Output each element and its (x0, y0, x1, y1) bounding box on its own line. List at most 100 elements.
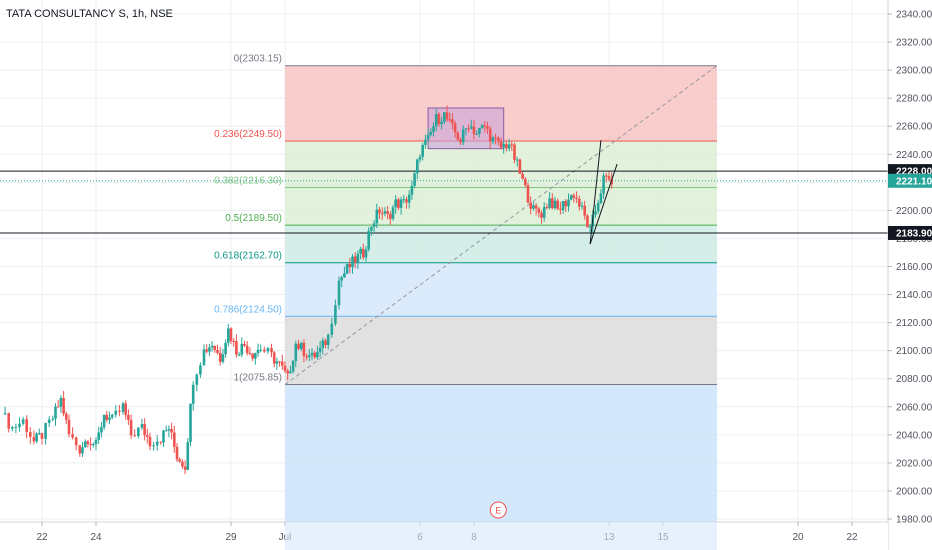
candle-body (100, 427, 103, 433)
candle-body (356, 253, 360, 263)
candle-body (94, 439, 98, 445)
candle-body (594, 211, 597, 215)
candle-body (596, 202, 600, 212)
price-tick-label: 2020.00 (896, 458, 932, 469)
candle-body (243, 343, 246, 346)
candle-body (553, 200, 557, 209)
candle-body (564, 201, 568, 207)
candle-body (38, 433, 41, 435)
candle-body (421, 144, 424, 157)
candle-body (229, 328, 233, 342)
candle-body (588, 226, 592, 228)
candle-body (351, 256, 354, 268)
time-tick-label: 20 (792, 532, 804, 543)
candle-body (21, 419, 25, 424)
candle-body (191, 384, 195, 404)
candle-body (499, 141, 503, 148)
fib-level-label: 1(2075.85) (234, 373, 282, 384)
price-tick-label: 2200.00 (896, 206, 932, 217)
candle-body (59, 397, 63, 407)
price-line-label: 2183.90 (896, 228, 932, 239)
candle-body (173, 432, 176, 447)
candle-body (54, 406, 57, 419)
candle-body (488, 128, 492, 142)
candle-body (405, 199, 408, 203)
price-tick-label: 2140.00 (896, 290, 932, 301)
candle-body (71, 434, 74, 438)
candle-body (221, 354, 225, 362)
price-tick-label: 2000.00 (896, 486, 932, 497)
candle-body (67, 419, 71, 435)
candle-body (391, 207, 395, 219)
candle-body (97, 432, 100, 440)
candle-body (513, 144, 516, 160)
candle-body (534, 205, 538, 209)
candle-body (316, 352, 319, 358)
candle-body (121, 403, 125, 412)
candle-body (199, 365, 202, 375)
candle-body (181, 461, 184, 467)
candle-body (159, 441, 163, 443)
fib-level-label: 0.382(2216.30) (214, 176, 282, 187)
candle-body (32, 436, 36, 442)
candle-body (105, 414, 109, 420)
candle-body (118, 410, 121, 412)
fib-level-label: 0.786(2124.50) (214, 304, 282, 315)
candle-body (505, 144, 508, 149)
candle-body (148, 436, 152, 447)
candle-body (426, 134, 430, 140)
candle-body (334, 305, 337, 324)
price-tick-label: 2260.00 (896, 122, 932, 133)
candle-body (133, 435, 136, 437)
candle-body (372, 223, 376, 227)
candle-body (605, 175, 608, 177)
candle-body (394, 199, 397, 208)
price-tick-label: 2100.00 (896, 346, 932, 357)
candle-body (318, 347, 322, 353)
candle-body (464, 128, 468, 130)
candle-body (175, 446, 179, 460)
price-tick-label: 2160.00 (896, 262, 932, 273)
candle-body (497, 138, 500, 142)
candle-body (402, 199, 406, 201)
candle-body (152, 445, 155, 447)
trend-line (284, 65, 718, 385)
candle-body (254, 353, 257, 359)
candle-body (472, 126, 476, 135)
candle-body (461, 129, 465, 143)
candle-body (155, 441, 159, 446)
candle-body (456, 132, 460, 140)
symbol-title: TATA CONSULTANCY S, 1h, NSE (6, 8, 173, 20)
fib-level-label: 0.236(2249.50) (214, 129, 282, 140)
candle-body (453, 123, 457, 133)
candle-body (14, 427, 18, 429)
wedge-line (589, 163, 618, 245)
candle-body (548, 198, 551, 208)
candle-body (524, 178, 527, 186)
candle-body (337, 280, 341, 306)
wedge-line (589, 140, 602, 245)
candle-body (378, 209, 381, 214)
event-marker-label: E (495, 506, 501, 516)
time-tick-label: 22 (846, 532, 858, 543)
candle-body (580, 205, 584, 207)
price-tick-label: 2300.00 (896, 66, 932, 77)
candle-body (114, 410, 118, 415)
last-price-label-bg (888, 173, 932, 188)
candle-body (127, 414, 130, 420)
candle-body (245, 345, 249, 354)
candle-body (210, 345, 214, 348)
candle-body (248, 353, 252, 355)
candle-body (299, 342, 303, 349)
candle-body (108, 417, 111, 420)
candle-body (251, 353, 254, 359)
candle-body (110, 414, 114, 418)
candle-body (259, 349, 262, 351)
price-tick-label: 2060.00 (896, 402, 932, 413)
candle-body (429, 131, 433, 135)
fib-level-label: 0(2303.15) (234, 54, 282, 65)
candle-body (137, 427, 140, 437)
candle-body (578, 198, 581, 207)
